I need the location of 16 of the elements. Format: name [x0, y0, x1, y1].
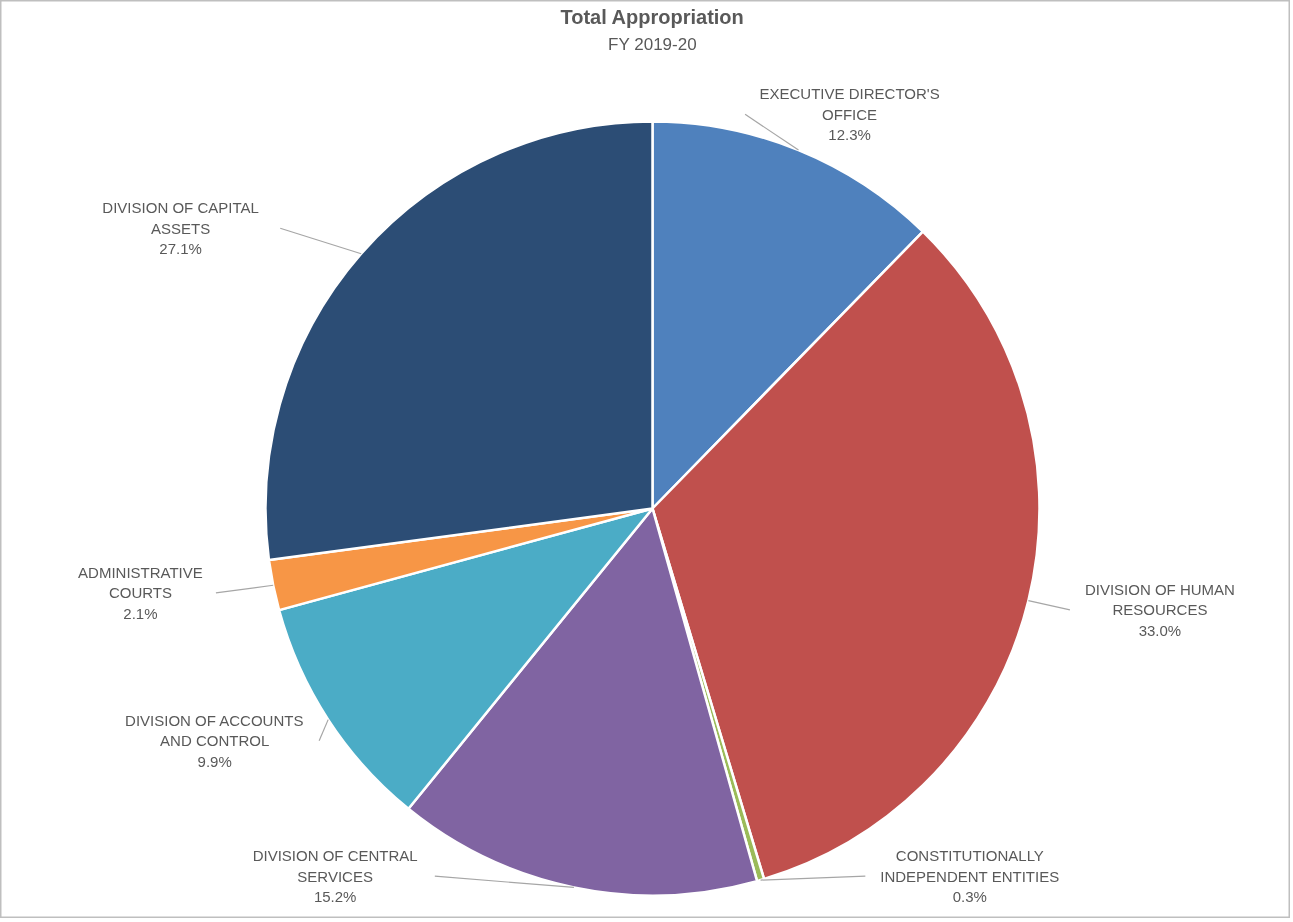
chart-title: Total Appropriation: [560, 6, 744, 29]
data-label: 12.3%: [828, 126, 871, 144]
data-label: 27.1%: [159, 240, 202, 258]
slice-label: DIVISION OF CENTRAL SERVICES: [252, 847, 418, 885]
data-label: 0.3%: [952, 888, 987, 906]
slice-label: DIVISION OF HUMAN RESOURCES: [1084, 581, 1235, 619]
slice-label: CONSTITUTIONALLY INDEPENDENT ENTITIES: [880, 847, 1060, 885]
data-label: 2.1%: [123, 604, 158, 622]
slice-label: DIVISION OF CAPITAL ASSETS: [102, 199, 259, 237]
data-label: 9.9%: [197, 752, 232, 770]
data-label: 33.0%: [1138, 621, 1182, 639]
slice-label: DIVISION OF ACCOUNTS AND CONTROL: [125, 711, 304, 750]
chart-subtitle: FY 2019-20: [608, 34, 697, 54]
data-label: 15.2%: [313, 888, 357, 906]
slice-label: ADMINISTRATIVE COURTS: [78, 564, 203, 602]
slice-label: EXECUTIVE DIRECTOR'S OFFICE: [759, 85, 940, 123]
